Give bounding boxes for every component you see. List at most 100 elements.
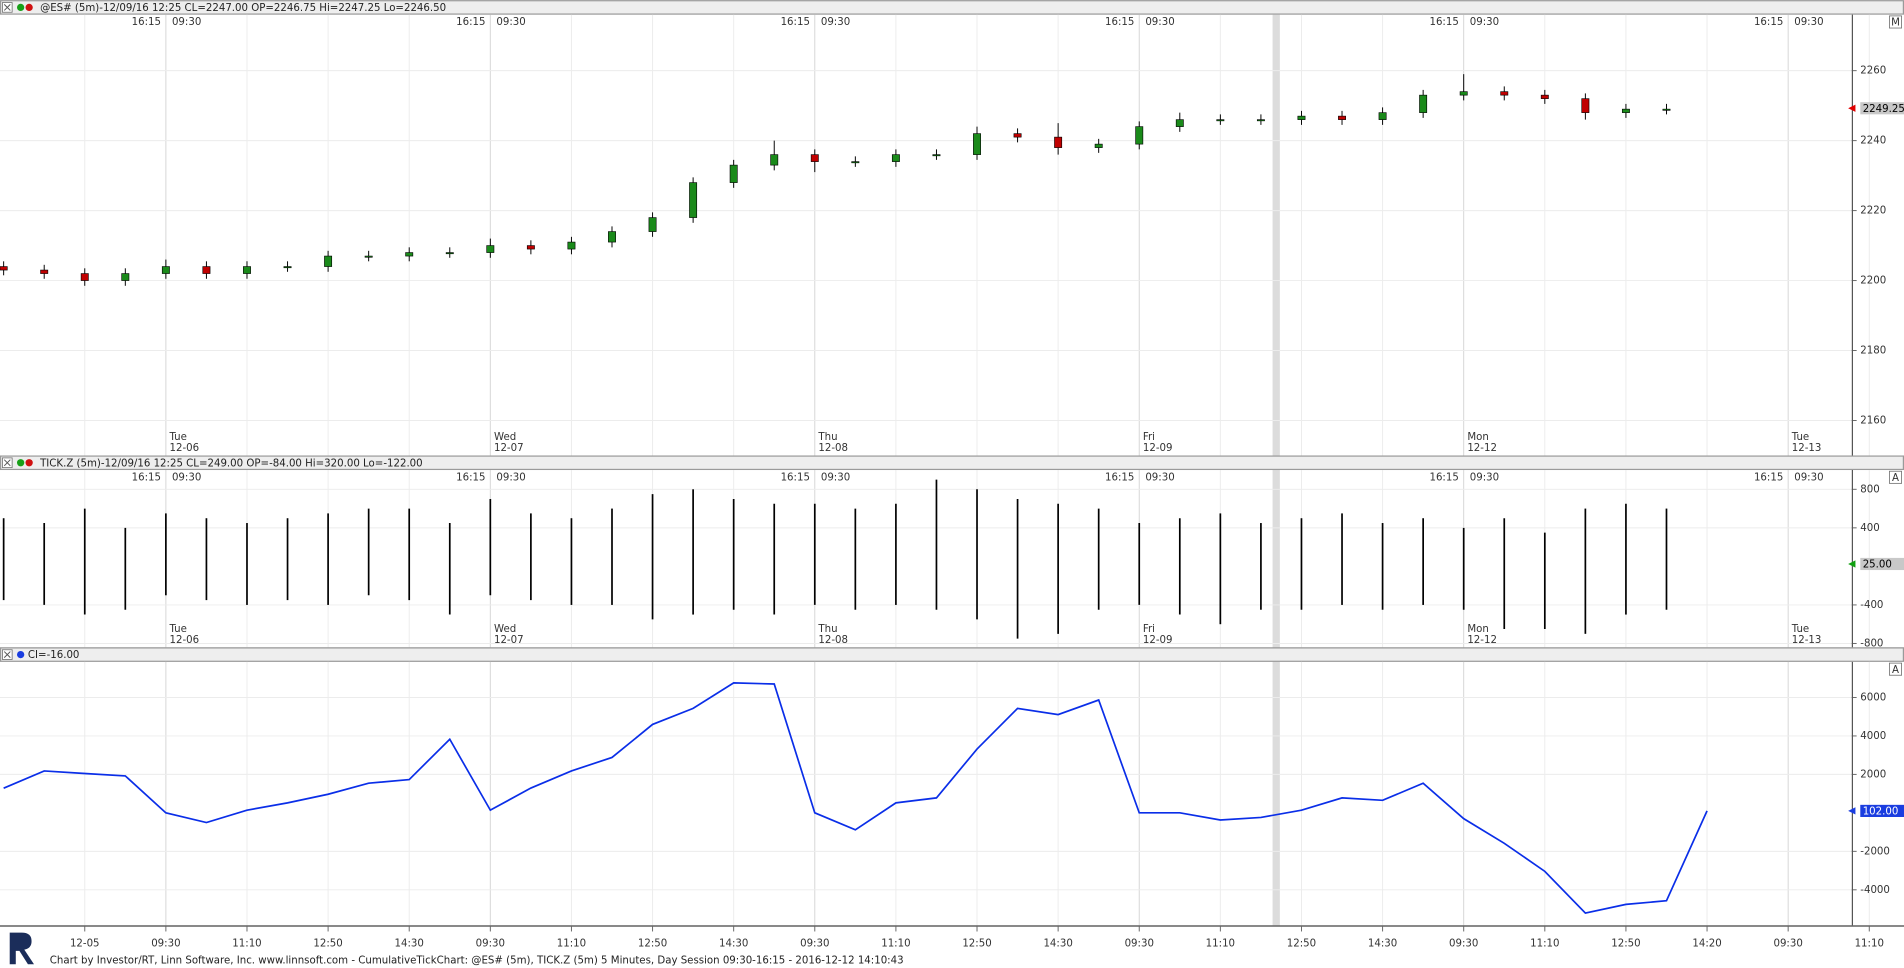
session-open-label: 09:30 — [1470, 17, 1499, 28]
last-value-marker — [1848, 104, 1856, 112]
candle-body — [1540, 94, 1549, 99]
panel-button[interactable] — [1889, 15, 1902, 29]
candle-body — [1256, 119, 1265, 122]
candle-body — [1175, 119, 1184, 127]
date-label: 12-06 — [170, 635, 200, 646]
close-icon — [3, 459, 11, 467]
session-open-label: 09:30 — [1145, 17, 1174, 28]
y-tick-label: 2180 — [1860, 346, 1886, 357]
candle-body — [1662, 108, 1671, 111]
candle-body — [567, 241, 576, 250]
candle-body — [283, 266, 292, 269]
x-tick-label: 12-05 — [70, 939, 100, 950]
session-close-label: 16:15 — [1105, 17, 1134, 28]
session-close-label: 16:15 — [132, 17, 161, 28]
y-tick-label: -2000 — [1860, 846, 1890, 857]
x-tick-label: 11:10 — [557, 939, 586, 950]
panel-header — [0, 0, 1904, 15]
series-dot — [17, 650, 25, 659]
y-tick-label: 6000 — [1860, 692, 1886, 703]
candle-body — [1135, 126, 1144, 145]
last-value-marker — [1848, 807, 1856, 815]
panel-header-text: CI=-16.00 — [28, 650, 80, 661]
x-tick-label: 14:30 — [1043, 939, 1072, 950]
session-open-label: 09:30 — [496, 472, 525, 483]
plot-area — [0, 470, 1852, 648]
x-tick-label: 09:30 — [151, 939, 180, 950]
session-open-label: 09:30 — [821, 472, 850, 483]
panel-button-label[interactable]: M — [1891, 18, 1900, 29]
candle-body — [689, 182, 698, 218]
candle-body — [486, 245, 495, 253]
x-tick-label: 11:10 — [1855, 939, 1884, 950]
last-value-box — [1860, 804, 1904, 817]
y-tick-label: -4000 — [1860, 885, 1890, 896]
candle-body — [1013, 133, 1022, 138]
candle-body — [891, 154, 900, 162]
x-tick-label: 09:30 — [476, 939, 505, 950]
close-icon — [3, 651, 11, 658]
panel-button[interactable] — [1889, 662, 1902, 676]
y-tick-label: 2260 — [1860, 66, 1886, 77]
date-label: 12-07 — [494, 443, 524, 454]
session-close-label: 16:15 — [456, 472, 485, 483]
day-label: Mon — [1467, 432, 1488, 443]
session-open-label: 09:30 — [1470, 472, 1499, 483]
x-tick-label: 12:50 — [962, 939, 991, 950]
x-tick-label: 14:20 — [1692, 939, 1721, 950]
candle-body — [202, 266, 211, 274]
panel-button-label[interactable]: A — [1892, 473, 1899, 484]
date-label: 12-08 — [818, 635, 848, 646]
day-label: Tue — [1791, 432, 1809, 443]
session-open-label: 09:30 — [821, 17, 850, 28]
candle-body — [1216, 119, 1225, 122]
last-value-box — [1860, 557, 1904, 571]
series-dot — [25, 459, 33, 467]
x-tick-label: 09:30 — [1449, 939, 1478, 950]
candle-body — [40, 269, 49, 274]
session-open-label: 09:30 — [172, 472, 201, 483]
candle-body — [1500, 91, 1509, 96]
plot-backgrounds — [0, 14, 1852, 926]
session-close-label: 16:15 — [456, 17, 485, 28]
session-close-label: 16:15 — [781, 17, 810, 28]
day-label: Wed — [494, 432, 516, 443]
y-tick-label: 2000 — [1860, 769, 1886, 780]
date-label: 12-09 — [1143, 635, 1173, 646]
session-close-label: 16:15 — [1754, 472, 1783, 483]
date-label: 12-13 — [1792, 443, 1822, 454]
date-label: 12-13 — [1792, 635, 1822, 646]
panel-header — [0, 455, 1904, 471]
session-open-label: 09:30 — [1794, 472, 1823, 483]
y-tick-label: -800 — [1860, 638, 1883, 649]
day-label: Fri — [1143, 432, 1155, 443]
date-label: 12-12 — [1467, 635, 1497, 646]
x-tick-label: 14:30 — [1368, 939, 1397, 950]
day-label: Fri — [1143, 624, 1155, 635]
y-tick-label: 2240 — [1860, 136, 1886, 147]
y-tick-label: 400 — [1860, 523, 1879, 534]
day-label: Tue — [1791, 624, 1809, 635]
x-tick-label: 12:50 — [638, 939, 667, 950]
candle-body — [243, 266, 251, 274]
session-close-label: 16:15 — [1429, 17, 1458, 28]
series-dot — [17, 3, 25, 12]
logo — [9, 932, 34, 965]
panel-button-label[interactable]: A — [1892, 665, 1899, 676]
session-open-label: 09:30 — [1145, 472, 1174, 483]
close-icon — [3, 4, 11, 11]
panel-button[interactable] — [1889, 470, 1902, 484]
series-dot — [25, 3, 33, 12]
session-open-label: 09:30 — [172, 17, 201, 28]
date-label: 12-12 — [1467, 443, 1497, 454]
session-open-label: 09:30 — [1794, 17, 1823, 28]
x-tick-label: 09:30 — [1125, 939, 1154, 950]
y-tick-label: 800 — [1860, 484, 1879, 495]
last-value-label: 2249.25 — [1863, 104, 1904, 115]
date-label: 12-06 — [170, 443, 200, 454]
panel-header-text: @ES# (5m)-12/09/16 12:25 CL=2247.00 OP=2… — [40, 3, 446, 14]
day-label: Wed — [494, 624, 516, 635]
